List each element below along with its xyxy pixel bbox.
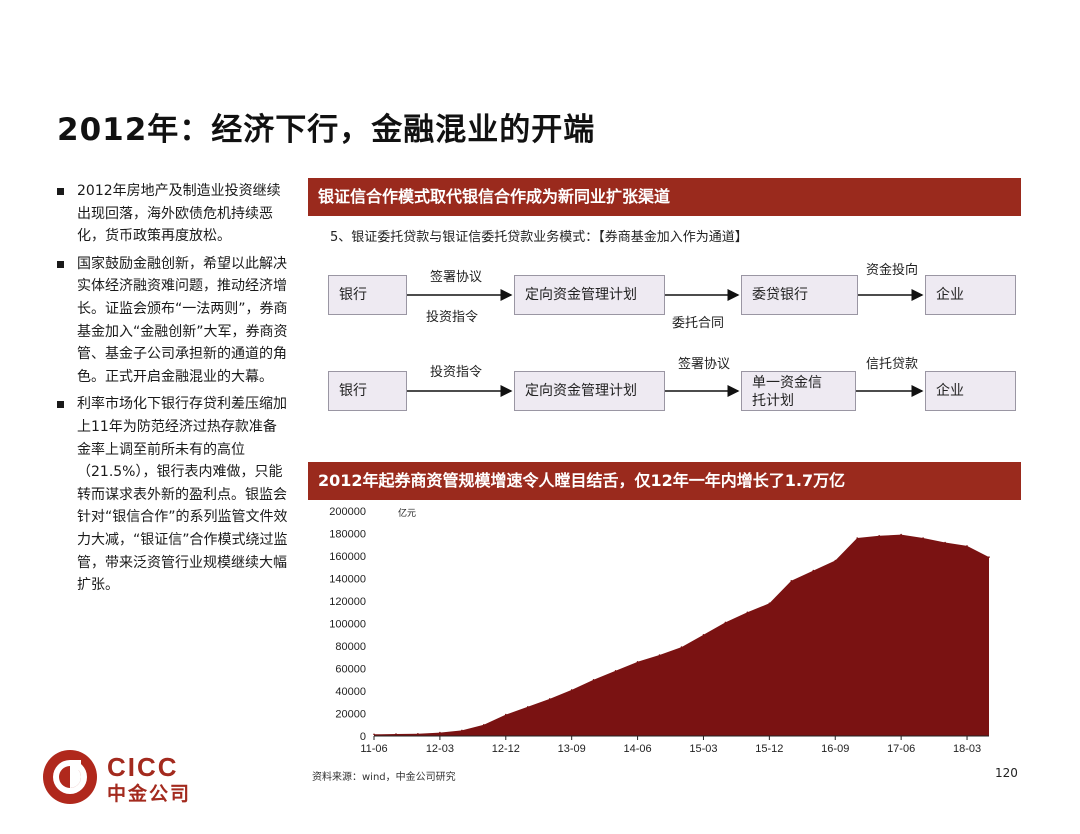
data-point xyxy=(922,537,924,539)
flow-label: 签署协议 xyxy=(678,357,731,372)
data-point xyxy=(944,541,946,544)
bullet-square-icon xyxy=(57,401,64,409)
flow-label: 投资指令 xyxy=(430,365,483,380)
y-tick-label: 80000 xyxy=(335,641,366,653)
flow-label: 资金投向 xyxy=(866,263,919,278)
chart-svg: 2000001800001600001400001200001000008000… xyxy=(329,506,990,755)
x-tick-label: 18-03 xyxy=(953,743,981,755)
data-point xyxy=(724,621,727,624)
data-point xyxy=(900,533,902,536)
bullet-list: 2012年房地产及制造业投资继续出现回落，海外欧债危机持续恶化，货币政策再度放松… xyxy=(57,180,289,602)
bank-box: 银行 xyxy=(328,371,407,411)
data-point xyxy=(768,602,771,605)
flow-label: 签署协议 xyxy=(430,270,483,285)
directed-plan-box: 定向资金管理计划 xyxy=(514,275,665,315)
y-tick-label: 120000 xyxy=(329,596,366,608)
x-tick-label: 11-06 xyxy=(360,743,387,755)
x-tick-label: 15-12 xyxy=(755,743,783,755)
diagram-banner: 银证信合作模式取代银信合作成为新同业扩张渠道 xyxy=(308,178,1021,216)
data-point xyxy=(417,733,419,735)
bullet-item: 2012年房地产及制造业投资继续出现回落，海外欧债危机持续恶化，货币政策再度放松… xyxy=(57,180,289,248)
bullet-item: 利率市场化下银行存贷利差压缩加上11年为防范经济过热存款准备金率上调至前所未有的… xyxy=(57,393,289,596)
entrusted-bank-box: 委贷银行 xyxy=(741,275,858,315)
data-point xyxy=(702,634,705,636)
source-note: 资料来源：wind，中金公司研究 xyxy=(312,772,456,783)
y-tick-label: 180000 xyxy=(329,529,366,541)
data-point xyxy=(461,729,463,732)
y-tick-label: 40000 xyxy=(335,686,366,698)
enterprise-box: 企业 xyxy=(925,275,1016,315)
data-point xyxy=(834,559,837,562)
x-tick-label: 16-09 xyxy=(821,743,849,755)
y-tick-label: 100000 xyxy=(329,619,366,631)
y-axis-unit-label: 亿元 xyxy=(398,507,416,519)
logo-text-en: CICC xyxy=(107,752,179,782)
diagram-subtitle: 5、银证委托贷款与银证信委托贷款业务模式：【券商基金加入作为通道】 xyxy=(330,230,748,245)
directed-plan-box: 定向资金管理计划 xyxy=(514,371,665,411)
y-tick-label: 60000 xyxy=(335,664,366,676)
trust-plan-box: 单一资金信托计划 xyxy=(741,371,856,411)
data-point xyxy=(505,713,507,716)
x-tick-label: 14-06 xyxy=(624,743,652,755)
bank-box: 银行 xyxy=(328,275,407,315)
cicc-logo-icon xyxy=(43,750,97,804)
area-series xyxy=(374,534,989,736)
data-point xyxy=(570,689,573,691)
bullet-square-icon xyxy=(57,188,64,195)
flow-label: 信托贷款 xyxy=(866,357,919,372)
logo-text-cn: 中金公司 xyxy=(107,783,192,805)
data-point xyxy=(988,556,990,558)
page-number: 120 xyxy=(995,766,1018,780)
enterprise-box: 企业 xyxy=(925,371,1016,411)
x-tick-label: 13-09 xyxy=(558,743,586,755)
data-point xyxy=(395,733,397,735)
x-tick-label: 12-03 xyxy=(426,743,454,755)
data-point xyxy=(373,733,375,736)
flow-label: 投资指令 xyxy=(426,310,479,325)
bullet-square-icon xyxy=(57,260,64,268)
y-tick-label: 140000 xyxy=(329,574,366,586)
data-point xyxy=(636,661,639,663)
data-point xyxy=(812,569,815,572)
data-point xyxy=(483,724,485,726)
data-point xyxy=(527,706,529,708)
data-point xyxy=(548,698,551,700)
data-point xyxy=(746,611,749,614)
chart-banner: 2012年起券商资管规模增速令人瞠目结舌，仅12年一年内增长了1.7万亿 xyxy=(308,462,1021,500)
data-point xyxy=(614,670,617,672)
data-point xyxy=(856,537,858,539)
data-point xyxy=(658,654,661,656)
flow-label: 委托合同 xyxy=(672,316,725,331)
area-chart: 200000 180000 160000 140000 120000 100000 8000… xyxy=(308,500,1021,762)
x-tick-label: 17-06 xyxy=(887,743,915,755)
y-tick-label: 160000 xyxy=(329,551,366,563)
data-point xyxy=(966,545,968,547)
data-point xyxy=(790,580,793,582)
y-tick-label: 20000 xyxy=(335,709,366,721)
page-title: 2012年：经济下行，金融混业的开端 xyxy=(57,112,596,148)
data-point xyxy=(680,646,683,648)
bullet-item: 国家鼓励金融创新，希望以此解决实体经济融资难问题，推动经济增长。证监会颁布“一法… xyxy=(57,253,289,389)
y-tick-label: 0 xyxy=(360,731,366,743)
x-tick-label: 12-12 xyxy=(492,743,520,755)
data-point xyxy=(878,535,880,537)
y-tick-label: 200000 xyxy=(329,506,366,518)
x-tick-label: 15-03 xyxy=(689,743,717,755)
data-point xyxy=(592,679,595,681)
data-point xyxy=(439,731,441,734)
